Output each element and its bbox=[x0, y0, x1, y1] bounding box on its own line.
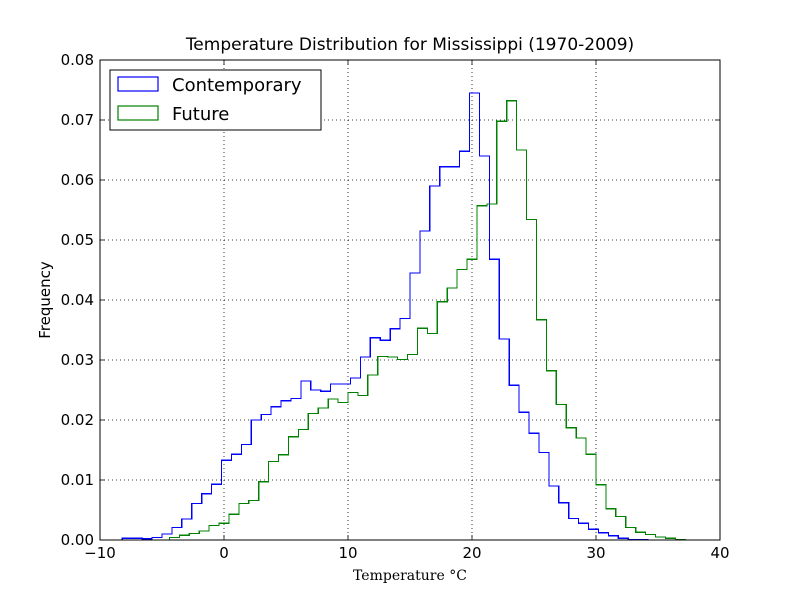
chart-title: Temperature Distribution for Mississippi… bbox=[185, 35, 634, 55]
legend-swatch-contemporary bbox=[117, 76, 159, 92]
x-axis-label: Temperature °C bbox=[353, 568, 467, 584]
y-tick-label: 0.00 bbox=[61, 531, 94, 549]
series-layer bbox=[121, 92, 686, 540]
x-tick-label: 20 bbox=[462, 544, 481, 562]
legend-swatch-future bbox=[117, 105, 159, 121]
y-tick-label: 0.08 bbox=[61, 51, 94, 69]
y-tick-label: 0.04 bbox=[61, 291, 94, 309]
y-tick-label: 0.02 bbox=[61, 411, 94, 429]
y-tick-label: 0.06 bbox=[61, 171, 94, 189]
ticks-layer: −10 0 10 20 30 40 0.00 0.01 0.02 0.03 0.04 0.05 0.06… bbox=[61, 51, 730, 562]
x-tick-label: 10 bbox=[338, 544, 357, 562]
y-tick-label: 0.05 bbox=[61, 231, 94, 249]
y-tick-label: 0.03 bbox=[61, 351, 94, 369]
legend-label-contemporary: Contemporary bbox=[172, 75, 302, 96]
y-axis-label: Frequency bbox=[36, 261, 54, 339]
legend-label-future: Future bbox=[172, 104, 229, 125]
x-tick-label: 40 bbox=[710, 544, 729, 562]
x-tick-label: 30 bbox=[586, 544, 605, 562]
y-tick-label: 0.01 bbox=[61, 471, 94, 489]
histogram-series-contemporary bbox=[121, 92, 649, 540]
y-tick-label: 0.07 bbox=[61, 111, 94, 129]
plot-area: −10 0 10 20 30 40 0.00 0.01 0.02 0.03 0.04 0.05 0.06… bbox=[61, 51, 730, 562]
histogram-series-future bbox=[168, 100, 686, 540]
x-tick-label: 0 bbox=[219, 544, 229, 562]
x-tick-label: −10 bbox=[84, 544, 116, 562]
grid-layer bbox=[100, 60, 720, 540]
legend: Contemporary Future bbox=[109, 69, 322, 131]
